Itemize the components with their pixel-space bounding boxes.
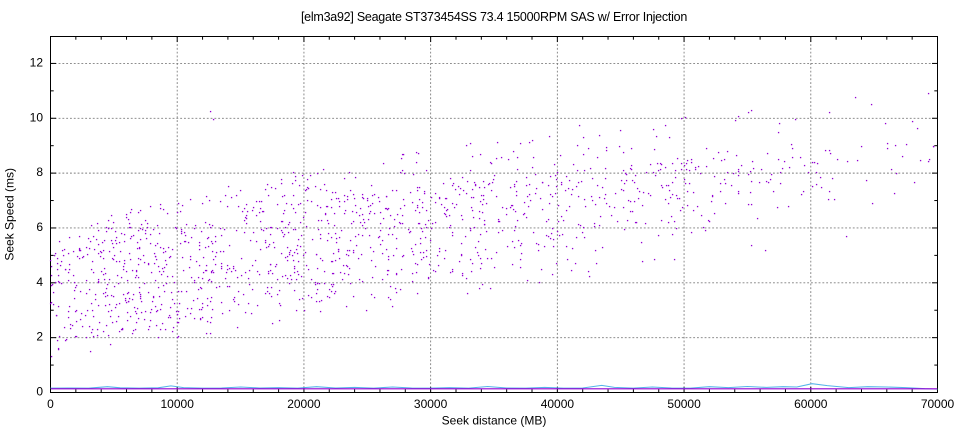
svg-text:Seek Speed (ms): Seek Speed (ms) (3, 168, 17, 261)
svg-text:12: 12 (30, 55, 44, 69)
svg-text:Seek distance (MB): Seek distance (MB) (442, 414, 547, 428)
svg-text:40000: 40000 (541, 397, 575, 411)
svg-text:2: 2 (36, 330, 43, 344)
svg-text:0: 0 (36, 385, 43, 399)
svg-text:0: 0 (47, 397, 54, 411)
svg-text:4: 4 (36, 275, 43, 289)
svg-text:6: 6 (36, 220, 43, 234)
svg-text:50000: 50000 (667, 397, 701, 411)
svg-text:70000: 70000 (921, 397, 955, 411)
svg-text:10: 10 (30, 110, 44, 124)
svg-text:60000: 60000 (794, 397, 828, 411)
svg-text:20000: 20000 (287, 397, 321, 411)
svg-text:10000: 10000 (161, 397, 195, 411)
svg-text:8: 8 (36, 165, 43, 179)
svg-text:[elm3a92] Seagate ST373454SS 7: [elm3a92] Seagate ST373454SS 73.4 15000R… (301, 10, 687, 24)
svg-text:30000: 30000 (414, 397, 448, 411)
